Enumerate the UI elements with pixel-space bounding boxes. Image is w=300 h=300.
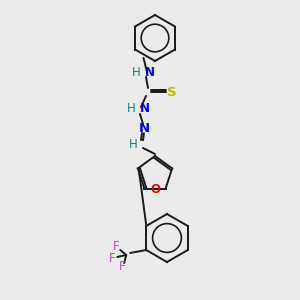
Text: F: F — [119, 260, 125, 274]
Text: S: S — [167, 85, 177, 98]
Text: N: N — [145, 67, 155, 80]
Text: H: H — [129, 139, 137, 152]
Text: F: F — [109, 253, 116, 266]
Text: F: F — [113, 241, 119, 254]
Text: H: H — [132, 67, 141, 80]
Text: N: N — [140, 103, 150, 116]
Text: H: H — [127, 103, 136, 116]
Text: N: N — [138, 122, 150, 134]
Text: O: O — [150, 183, 160, 196]
